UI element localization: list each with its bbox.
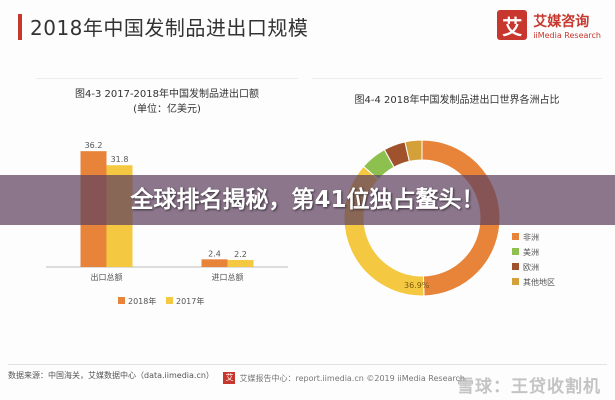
- legend-label-1: 2017年: [176, 296, 204, 306]
- legend-swatch-1: [166, 297, 173, 304]
- donut-legend-swatch-3: [512, 278, 519, 285]
- bar-value-label: 36.2: [85, 141, 103, 150]
- donut-legend-swatch-0: [512, 233, 519, 240]
- donut-data-label: 36.9%: [404, 281, 430, 290]
- donut-legend-label-0: 非洲: [523, 232, 539, 242]
- brand-name: 艾媒咨询: [533, 13, 590, 30]
- legend-swatch-0: [118, 297, 125, 304]
- data-source: 数据来源：中国海关，艾媒数据中心（data.iimedia.cn）: [8, 371, 214, 380]
- brand-subtitle: iiMedia Research: [533, 30, 601, 40]
- donut-slice-4: [404, 139, 423, 162]
- brand: 艾 艾媒咨询 iiMedia Research: [497, 10, 601, 40]
- donut-legend-label-3: 其他地区: [523, 277, 555, 287]
- banner-headline: 全球排名揭秘，第41位独占鳌头！: [130, 187, 485, 213]
- donut-legend-label-2: 欧洲: [523, 262, 539, 272]
- brand-text: 艾媒咨询 iiMedia Research: [533, 11, 601, 40]
- donut-legend-swatch-2: [512, 263, 519, 270]
- donut-chart-title: 图4-4 2018年中国发制品进出口世界各洲占比: [354, 95, 560, 106]
- legend-label-0: 2018年: [128, 296, 156, 306]
- bar-value-label: 2.4: [208, 249, 221, 258]
- bar-chart-title: 图4-3 2017-2018年中国发制品进出口额: [74, 89, 260, 100]
- x-tick-label: 进口总额: [212, 272, 244, 282]
- footer-divider: [8, 364, 607, 365]
- donut-legend-label-1: 美洲: [523, 247, 539, 257]
- bar-value-label: 2.2: [234, 250, 247, 259]
- page-title: 2018年中国发制品进出口规模: [30, 16, 309, 40]
- brand-logo-icon: 艾: [497, 10, 528, 40]
- donut-legend-swatch-1: [512, 248, 519, 255]
- watermark-text: 雪球：王贷收割机: [457, 377, 601, 397]
- footer-credit-text: 艾媒报告中心：report.iimedia.cn ©2019 iiMedia R…: [239, 373, 465, 383]
- x-tick-label: 出口总额: [91, 272, 123, 282]
- title-accent-bar: [18, 14, 22, 40]
- bar-chart-subtitle: (单位：亿美元): [133, 104, 201, 115]
- footer-logo-icon: 艾: [223, 372, 236, 384]
- banner-overlay: [0, 175, 615, 225]
- footer-credit: 艾 艾媒报告中心：report.iimedia.cn ©2019 iiMedia…: [223, 372, 465, 384]
- bar-value-label: 31.8: [111, 155, 129, 164]
- bar-1-1: [227, 259, 254, 267]
- bar-1-0: [201, 259, 228, 267]
